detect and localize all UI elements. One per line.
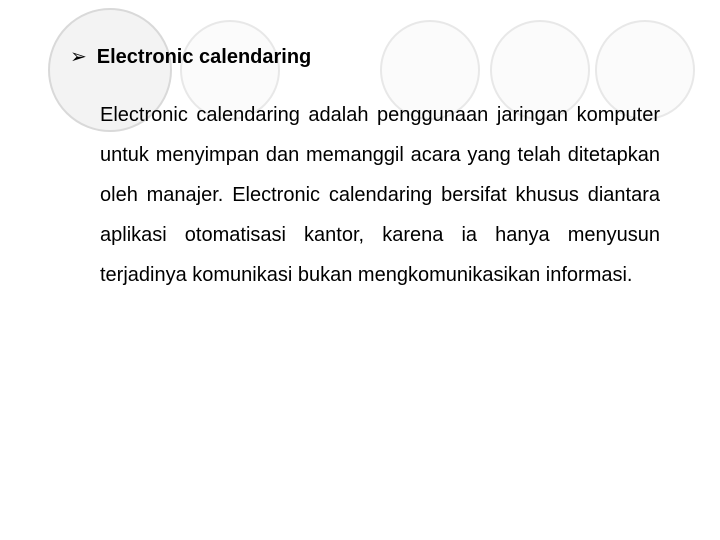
heading-row: ➢ Electronic calendaring — [70, 46, 660, 69]
body-text: Electronic calendaring adalah penggunaan… — [100, 95, 660, 295]
slide-content: ➢ Electronic calendaring Electronic cale… — [70, 46, 660, 295]
bullet-icon: ➢ — [70, 47, 87, 67]
heading-text: Electronic calendaring — [97, 46, 312, 69]
